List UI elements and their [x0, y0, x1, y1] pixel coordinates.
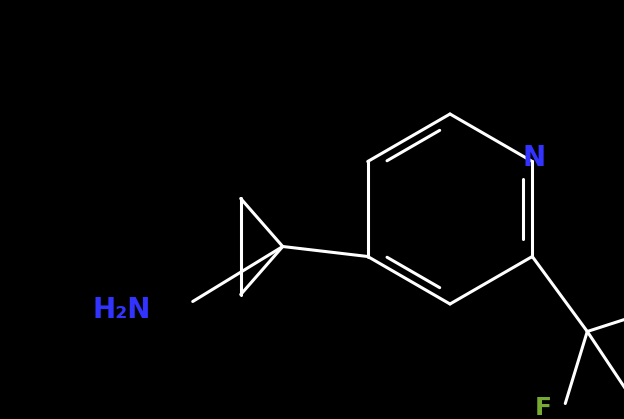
Text: N: N — [523, 143, 546, 171]
Text: F: F — [534, 396, 551, 419]
Text: H₂N: H₂N — [92, 295, 151, 323]
